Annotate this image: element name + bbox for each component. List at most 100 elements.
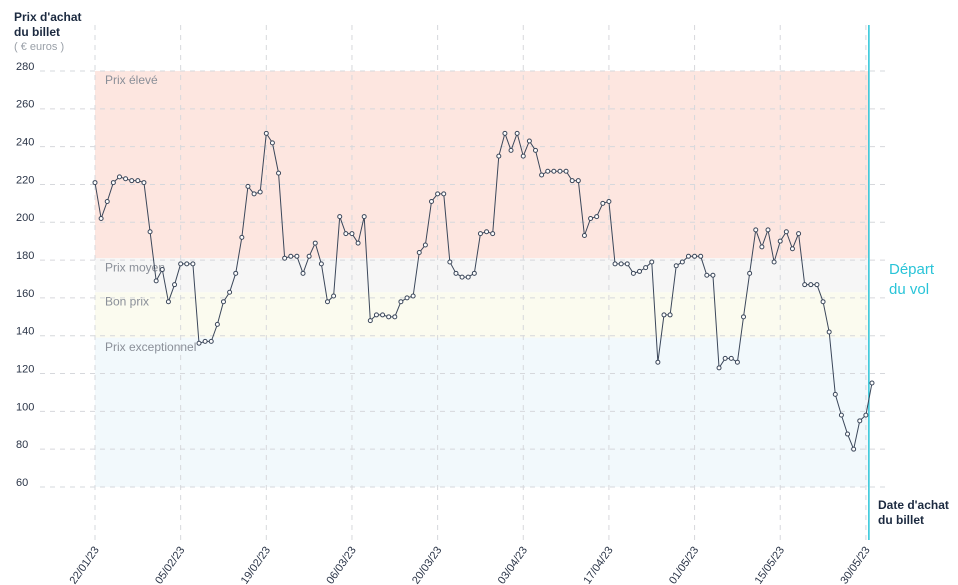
y-tick-label: 200 [16,212,34,224]
price-point [220,299,226,305]
price-point [520,153,526,159]
price-point [796,231,802,237]
price-point [838,412,844,418]
price-point [349,231,355,237]
price-point [373,312,379,318]
y-axis-title: Prix d'achat [14,10,82,24]
price-point [789,246,795,252]
price-point [514,130,520,136]
price-point [533,147,539,153]
price-point [624,261,630,267]
price-point [104,198,110,204]
price-point [306,253,312,259]
price-point [196,340,202,346]
price-point [581,233,587,239]
price-point [294,253,300,259]
y-tick-label: 100 [16,401,34,413]
band-label: Prix exceptionnel [105,340,196,354]
price-point [410,293,416,299]
price-point [710,272,716,278]
price-point [753,227,759,233]
price-point [337,214,343,220]
price-point [361,214,367,220]
price-point [165,299,171,305]
price-point [771,259,777,265]
y-axis-unit: ( € euros ) [14,41,64,53]
price-point [343,231,349,237]
price-point [539,172,545,178]
price-point [398,299,404,305]
price-point [312,240,318,246]
price-point [863,412,869,418]
price-point [545,168,551,174]
price-point [416,250,422,256]
price-point [441,191,447,197]
price-point [508,147,514,153]
price-point [92,180,98,186]
price-point [692,253,698,259]
price-point [484,229,490,235]
x-tick-label: 06/03/23 [324,545,358,585]
price-point [526,138,532,144]
price-point [227,289,233,295]
y-tick-label: 220 [16,174,34,186]
price-point [471,270,477,276]
y-axis-title: du billet [14,25,60,39]
price-point [569,178,575,184]
price-point [612,261,618,267]
price-point [428,198,434,204]
price-point [98,215,104,221]
price-point [392,314,398,320]
price-point [386,314,392,320]
y-tick-label: 80 [16,439,28,451]
price-point [435,191,441,197]
price-point [159,267,165,273]
price-point [288,253,294,259]
price-point [759,244,765,250]
price-point [661,312,667,318]
x-tick-label: 22/01/23 [67,545,101,585]
price-point [826,329,832,335]
price-point [741,314,747,320]
price-point [380,312,386,318]
price-point [141,180,147,186]
price-band [95,337,869,487]
price-point [594,214,600,220]
price-point [367,318,373,324]
price-point [704,272,710,278]
price-point [502,130,508,136]
price-point [116,174,122,180]
price-point [239,234,245,240]
x-tick-label: 15/05/23 [753,545,787,585]
y-tick-label: 60 [16,477,28,489]
price-point [655,359,661,365]
price-point [557,168,563,174]
price-point [857,418,863,424]
price-point [563,168,569,174]
x-tick-label: 20/03/23 [410,545,444,585]
price-point [814,282,820,288]
x-tick-label: 03/04/23 [496,545,530,585]
band-label: Prix élevé [105,73,158,87]
price-point [869,380,875,386]
price-point [263,130,269,136]
price-point [300,270,306,276]
y-tick-label: 180 [16,250,34,262]
price-point [355,240,361,246]
price-point [251,191,257,197]
price-point [153,278,159,284]
price-point [637,268,643,274]
plot-layer: Prix élevé Prix moyen Bon prix Prix excepti… [16,25,935,585]
y-tick-label: 140 [16,326,34,338]
price-point [747,270,753,276]
annotation-text: Départ [889,261,935,278]
price-point [282,255,288,261]
price-point [269,140,275,146]
x-tick-label: 17/04/23 [581,545,615,585]
price-point [202,338,208,344]
price-point [728,355,734,361]
price-point [324,299,330,305]
price-point [214,321,220,327]
price-band [95,292,869,338]
